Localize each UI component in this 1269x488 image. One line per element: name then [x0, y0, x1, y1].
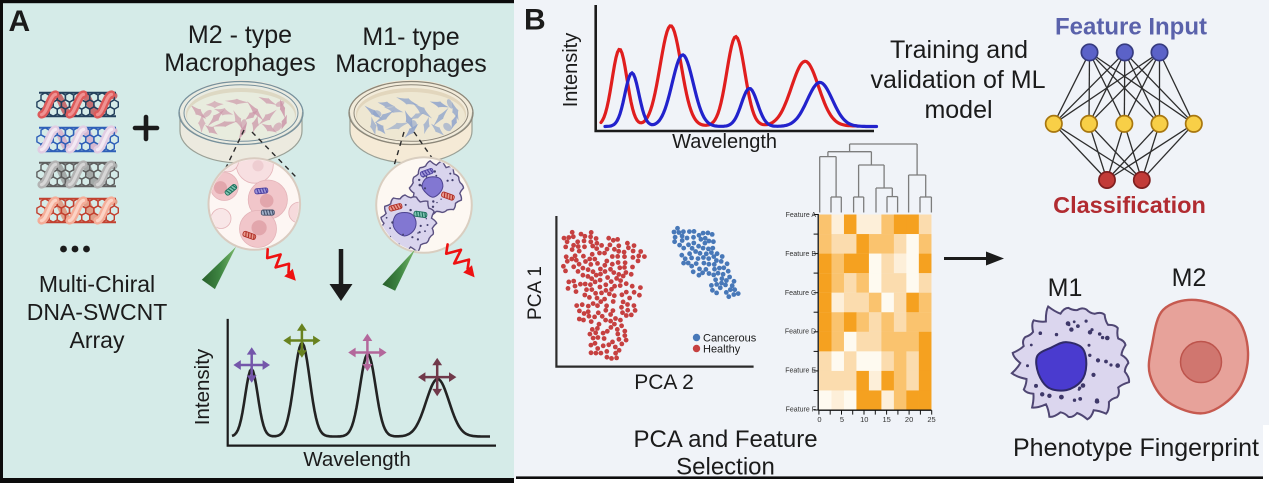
svg-text:Feature F: Feature F	[786, 407, 816, 414]
svg-text:Training and: Training and	[890, 36, 1028, 64]
svg-text:Multi-Chiral: Multi-Chiral	[39, 271, 155, 297]
svg-text:PCA 2: PCA 2	[634, 371, 694, 394]
svg-text:PCA 1: PCA 1	[525, 266, 546, 320]
svg-text:M2 - type: M2 - type	[188, 21, 292, 49]
svg-text:Feature C: Feature C	[785, 290, 816, 297]
svg-text:Macrophages: Macrophages	[164, 49, 315, 77]
svg-text:Classification: Classification	[1053, 192, 1206, 218]
svg-text:B: B	[524, 3, 546, 36]
svg-text:M1- type: M1- type	[362, 23, 459, 51]
svg-text:validation of ML: validation of ML	[870, 66, 1045, 94]
svg-text:Feature B: Feature B	[785, 251, 816, 258]
svg-text:A: A	[9, 5, 31, 38]
svg-text:20: 20	[905, 415, 913, 424]
svg-text:Feature E: Feature E	[785, 368, 816, 375]
svg-text:PCA and Feature: PCA and Feature	[633, 426, 817, 453]
svg-text:Wavelength: Wavelength	[672, 131, 777, 153]
svg-text:DNA-SWCNT: DNA-SWCNT	[27, 299, 168, 325]
svg-text:Array: Array	[70, 327, 125, 353]
svg-text:0: 0	[817, 415, 821, 424]
svg-text:5: 5	[840, 415, 844, 424]
svg-text:Cancerous: Cancerous	[703, 333, 757, 345]
svg-text:25: 25	[927, 415, 935, 424]
svg-text:M1: M1	[1048, 274, 1083, 302]
svg-text:model: model	[924, 96, 992, 124]
svg-text:Feature Input: Feature Input	[1055, 14, 1207, 41]
svg-text:Selection: Selection	[676, 454, 775, 481]
svg-text:Healthy: Healthy	[703, 344, 741, 356]
svg-text:15: 15	[883, 415, 891, 424]
svg-text:Phenotype Fingerprint: Phenotype Fingerprint	[1013, 434, 1259, 462]
svg-text:Intensity: Intensity	[560, 33, 582, 107]
svg-text:Macrophages: Macrophages	[335, 50, 486, 78]
svg-text:10: 10	[860, 415, 868, 424]
svg-text:Feature D: Feature D	[785, 329, 816, 336]
svg-text:M2: M2	[1172, 264, 1207, 292]
svg-text:Intensity: Intensity	[191, 348, 214, 425]
svg-text:Feature A: Feature A	[786, 212, 817, 219]
svg-text:Wavelength: Wavelength	[303, 448, 411, 471]
